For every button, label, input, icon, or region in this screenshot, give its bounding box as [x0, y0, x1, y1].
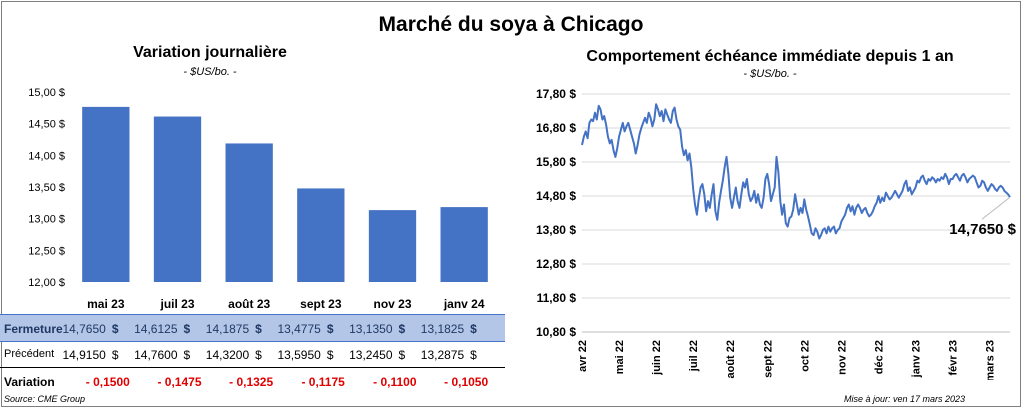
x-tick-label: nov 23	[373, 297, 411, 311]
callout-line	[981, 196, 1011, 220]
bar	[297, 188, 345, 282]
x-tick-label: sept 22	[762, 340, 774, 378]
price-line	[581, 103, 1011, 240]
table-cell: 13,1825	[420, 322, 465, 336]
currency-symbol: $	[183, 322, 191, 336]
table-cell: 14,3200	[205, 348, 250, 362]
table-cell: - 0,1475	[157, 375, 202, 389]
x-tick-label: janv 24	[443, 297, 485, 311]
x-tick-label: févr 23	[948, 340, 960, 375]
currency-symbol: $	[255, 322, 262, 336]
currency-symbol: $	[398, 348, 406, 362]
currency-symbol: $	[183, 348, 191, 362]
currency-symbol: $	[111, 348, 119, 362]
y-tick-label: 12,00 $	[28, 277, 65, 289]
table-row-close: Fermeture 14,7650 $14,6125 $14,1875 $13,477…	[0, 314, 505, 342]
front-month-line-chart: 10,80 $ 11,80 $ 12,80 $ 13,80 $ 14,80 $ 15,80…	[536, 87, 1017, 380]
currency-symbol: $	[255, 348, 262, 362]
table-cell: 13,2875	[420, 348, 465, 362]
y-tick-label: 13,80 $	[536, 223, 576, 237]
table-row-variation: Variation - 0,1500 - 0,1475 - 0,1325 - 0,11…	[0, 368, 505, 394]
bar	[225, 143, 273, 282]
table-cell: 14,7600	[134, 348, 178, 362]
left-chart-unit: - $US/bo. -	[183, 66, 237, 78]
y-tick-label: 11,80 $	[537, 291, 577, 305]
y-tick-label: 14,80 $	[536, 189, 576, 203]
y-tick-label: 14,00 $	[28, 150, 65, 162]
x-tick-label: juil 23	[159, 297, 194, 311]
y-tick-label: 13,00 $	[28, 214, 65, 226]
table-cell: 13,5950	[277, 348, 321, 362]
x-tick-label: janv 23	[911, 340, 923, 378]
currency-symbol: $	[470, 322, 477, 336]
row-label-close: Fermeture	[4, 322, 63, 336]
y-tick-label: 10,80 $	[536, 325, 576, 339]
x-tick-label: mai 23	[87, 297, 125, 311]
x-tick-label: mai 22	[614, 340, 626, 374]
row-label-variation: Variation	[4, 375, 55, 389]
last-value-label: 14,7650 $	[949, 221, 1016, 238]
table-cell: - 0,1175	[301, 375, 345, 389]
table-cell: 14,7650	[62, 322, 106, 336]
table-cell: - 0,1325	[229, 375, 274, 389]
x-tick-label: juin 22	[651, 340, 663, 376]
table-row-previous: Précédent 14,9150 $14,7600 $14,3200 $13,595…	[0, 341, 505, 368]
x-tick-label: nov 22	[836, 340, 848, 375]
left-chart-title: Variation journalière	[133, 44, 287, 61]
x-tick-label: avr 22	[577, 340, 589, 372]
main-title: Marché du soya à Chicago	[378, 13, 644, 36]
x-tick-label: août 22	[725, 340, 737, 379]
y-tick-label: 15,00 $	[28, 87, 65, 99]
source-note: Source: CME Group	[4, 394, 86, 404]
x-tick-label: déc 22	[873, 340, 885, 374]
y-tick-label: 12,50 $	[28, 245, 65, 257]
table-cell: 13,2450	[349, 348, 393, 362]
currency-symbol: $	[326, 348, 334, 362]
table-cell: - 0,1500	[85, 375, 130, 389]
y-tick-label: 16,80 $	[536, 121, 576, 135]
table-cell: 13,4775	[277, 322, 321, 336]
x-tick-label: juil 22	[688, 340, 700, 372]
x-tick-label: oct 22	[799, 340, 811, 372]
update-note: Mise à jour: ven 17 mars 2023	[844, 394, 966, 404]
y-tick-label: 13,50 $	[28, 182, 65, 194]
bar	[368, 210, 417, 282]
table-cell: 14,9150	[62, 348, 106, 362]
table-cell: - 0,1050	[444, 375, 489, 389]
currency-symbol: $	[470, 348, 477, 362]
row-label-previous: Précédent	[4, 348, 55, 360]
right-chart-title: Comportement échéance immédiate depuis 1…	[586, 48, 954, 65]
bar	[440, 207, 488, 282]
y-tick-label: 12,80 $	[536, 257, 576, 271]
bar	[82, 106, 130, 282]
y-tick-label: 17,80 $	[536, 87, 576, 101]
currency-symbol: $	[326, 322, 334, 336]
currency-symbol: $	[398, 322, 406, 336]
table-cell: 14,6125	[134, 322, 178, 336]
y-tick-label: 15,80 $	[536, 155, 576, 169]
daily-variation-bar-chart: 12,00 $ 12,50 $ 13,00 $ 13,50 $ 14,00 $ 14,50…	[28, 87, 488, 311]
right-chart-unit: - $US/bo. -	[743, 68, 797, 80]
currency-symbol: $	[111, 322, 119, 336]
table-cell: 13,1350	[349, 322, 393, 336]
table-cell: - 0,1100	[373, 375, 417, 389]
x-tick-label: sept 23	[300, 297, 342, 311]
y-tick-label: 14,50 $	[28, 119, 65, 131]
x-tick-label: août 23	[228, 297, 270, 311]
x-tick-label: mars 23	[985, 340, 997, 380]
table-cell: 14,1875	[205, 322, 250, 336]
bar	[153, 116, 202, 282]
